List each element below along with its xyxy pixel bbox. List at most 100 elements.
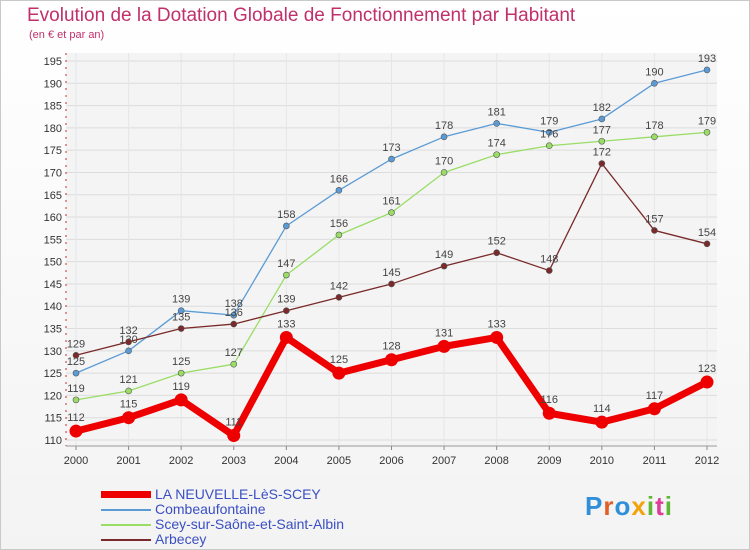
data-label: 125 [330,354,348,366]
data-point [283,307,290,314]
chart-title: Evolution de la Dotation Globale de Fonc… [27,5,576,26]
data-point [122,411,136,425]
y-tick-label: 115 [44,413,62,425]
data-label: 179 [540,115,558,127]
legend-swatch [101,539,151,541]
data-label: 182 [593,102,611,114]
y-tick-label: 155 [44,234,62,246]
data-point [335,187,343,194]
y-tick-label: 180 [44,123,62,135]
y-tick-label: 110 [44,435,62,447]
data-label: 156 [330,218,348,230]
data-label: 136 [225,307,243,319]
data-point [177,307,185,314]
x-tick-label: 2004 [274,455,298,467]
data-point [493,120,500,127]
data-label: 161 [382,196,400,208]
x-tick-label: 2001 [116,455,140,467]
data-label: 127 [225,347,243,359]
data-point [651,133,658,141]
data-point [332,366,346,380]
x-tick-label: 2007 [432,455,456,467]
x-tick-label: 2003 [222,455,246,467]
data-point [227,429,241,443]
data-point [595,415,609,429]
y-tick-label: 120 [44,390,62,402]
data-label: 190 [645,66,663,78]
data-label: 173 [382,142,400,154]
data-point [440,262,448,270]
data-point [177,325,185,332]
legend-label: Combeaufontaine [155,501,266,517]
data-point [283,222,290,230]
x-tick-label: 2010 [590,455,614,467]
data-label: 121 [119,374,137,386]
data-point [385,353,398,367]
data-label: 132 [119,325,137,337]
data-point [72,369,80,377]
data-point [647,402,661,416]
y-tick-label: 135 [44,324,62,336]
legend-label: Scey-sur-Saône-et-Saint-Albin [155,516,345,532]
data-label: 172 [593,147,611,159]
data-label: 119 [172,381,190,393]
data-label: 158 [277,209,295,221]
data-point [440,133,448,141]
x-tick-label: 2011 [643,455,667,467]
data-point [230,311,238,319]
data-label: 133 [277,318,295,330]
data-label: 147 [277,258,295,270]
data-point [440,169,448,176]
data-point [125,338,132,346]
data-label: 142 [330,280,348,292]
data-point [598,137,606,145]
x-tick-label: 2009 [537,455,561,467]
data-point [283,271,290,279]
y-tick-label: 140 [44,301,62,313]
y-tick-label: 125 [44,368,62,380]
data-label: 181 [487,106,505,118]
legend-label: Arbecey [155,531,207,547]
data-label: 139 [172,294,190,306]
data-point [542,406,556,420]
data-point [437,339,451,353]
data-point [651,79,658,87]
data-point [72,396,80,404]
y-tick-label: 170 [44,167,62,179]
data-label: 178 [435,120,453,132]
legend-swatch [101,491,151,498]
data-label: 114 [593,403,611,415]
y-tick-label: 150 [44,257,62,269]
data-label: 152 [487,236,505,248]
data-point [700,375,714,389]
data-label: 139 [277,294,295,306]
y-tick-label: 145 [44,279,62,291]
data-point [279,330,293,344]
data-label: 119 [67,383,85,395]
data-point [703,129,711,136]
data-point [230,320,238,328]
data-label: 193 [698,53,716,65]
data-label: 170 [435,155,453,167]
y-tick-label: 130 [44,346,62,358]
data-point [230,360,238,368]
data-point [545,142,553,150]
data-label: 138 [225,298,243,310]
data-label: 166 [330,173,348,185]
data-point [388,155,395,163]
proxiti-logo: Proxiti [585,491,673,521]
data-point [174,393,188,407]
y-tick-label: 165 [44,190,62,202]
data-label: 112 [67,412,85,424]
x-tick-label: 2012 [695,455,719,467]
data-label: 117 [646,390,664,402]
data-label: 111 [225,417,242,429]
y-tick-label: 185 [44,101,62,113]
legend-swatch [101,509,151,511]
data-point [545,267,553,274]
data-point [388,280,395,288]
data-point [598,160,606,167]
y-tick-label: 175 [44,145,62,157]
data-point [388,209,395,216]
data-point [490,330,504,344]
